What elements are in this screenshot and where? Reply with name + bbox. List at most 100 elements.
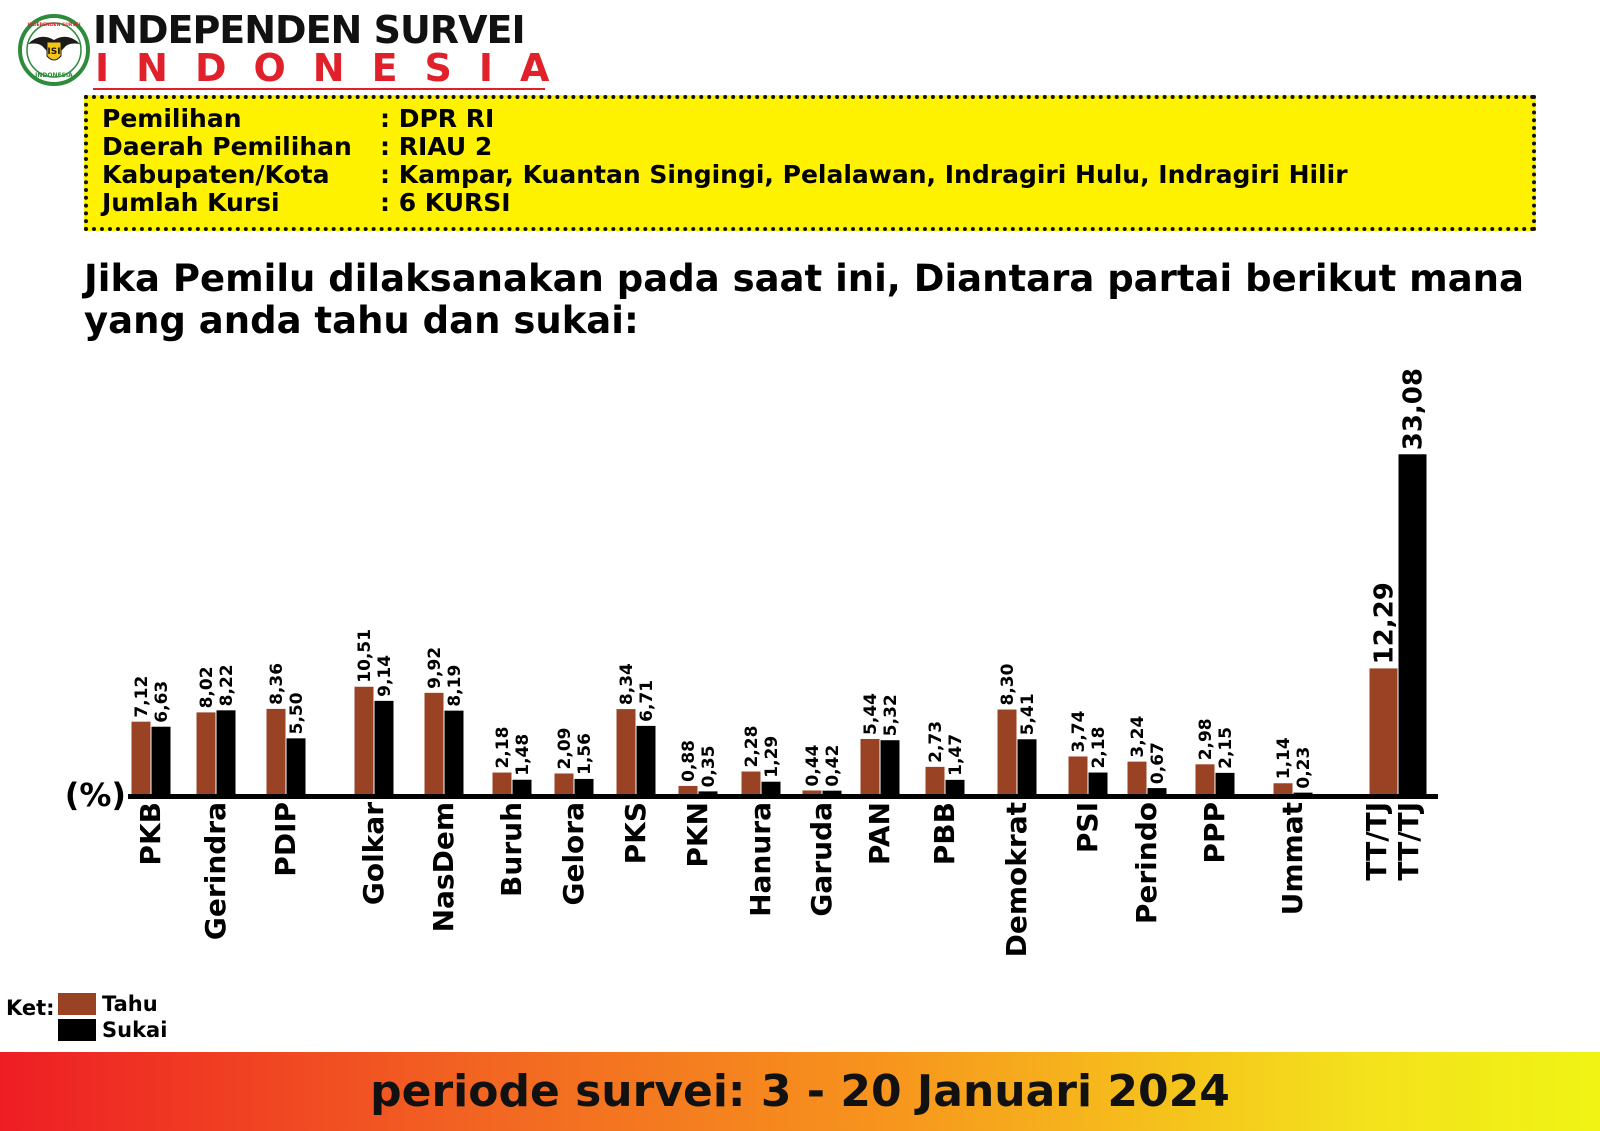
data-label: 8,30 [998,663,1018,705]
logo-center-text: ISI [47,47,60,57]
category-label: Gelora [557,802,590,906]
data-label: 6,71 [637,680,657,722]
survey-question: Jika Pemilu dilaksanakan pada saat ini, … [84,257,1524,342]
bar-tahu [1273,783,1293,795]
legend-swatch-sukai [58,1019,96,1041]
data-label: 3,24 [1128,716,1148,758]
bar-sukai [444,710,464,795]
bar-sukai [636,725,656,795]
bar-sukai [880,740,900,795]
data-label: 7,12 [132,676,152,718]
legend-item-tahu: Tahu [58,992,158,1016]
category-label: PKN [681,802,714,868]
brand-underline [93,88,545,90]
category-label: TT/TJ [1392,802,1425,881]
data-label: 8,36 [267,663,287,705]
logo-top-text: INDEPENDEN SURVEI [27,22,80,28]
data-label: 2,15 [1216,727,1236,769]
x-axis-line [128,794,1438,799]
bar-tahu [1195,764,1215,795]
category-label: PSI [1071,802,1104,853]
bar-tahu [266,708,286,795]
brand-name-line2: INDONESIA [95,46,577,90]
data-label: 2,18 [1089,727,1109,769]
data-label: 0,67 [1148,742,1168,784]
info-value: : 6 KURSI [380,188,511,217]
info-value: : DPR RI [380,104,495,133]
data-label: 5,44 [861,693,881,735]
data-label: 1,29 [762,736,782,778]
category-label: PKB [134,802,167,866]
info-row-kabupaten: Kabupaten/Kota : Kampar, Kuantan Singing… [102,161,1532,189]
bar-sukai [216,710,236,795]
bar-tahu [678,785,698,795]
footer-banner: periode survei: 3 - 20 Januari 2024 [0,1052,1600,1131]
bar-tahu [860,738,880,795]
data-label: 8,22 [217,664,237,706]
bar-sukai [1398,454,1427,795]
legend-label: Tahu [102,992,158,1016]
data-label: 2,09 [555,728,575,770]
data-label: 33,08 [1399,368,1429,450]
info-label: Kabupaten/Kota [102,160,330,189]
data-label: 1,56 [575,733,595,775]
legend-label: Sukai [102,1018,168,1042]
data-label: 1,48 [513,734,533,776]
legend-swatch-tahu [58,993,96,1015]
info-row-kursi: Jumlah Kursi : 6 KURSI [102,189,1532,217]
bar-sukai [698,791,718,795]
info-row-pemilihan: Pemilihan : DPR RI [102,105,1532,133]
data-label: 12,29 [1370,582,1400,664]
bar-tahu [997,709,1017,795]
bar-tahu [1127,761,1147,795]
data-label: 3,74 [1069,710,1089,752]
info-label: Jumlah Kursi [102,188,280,217]
category-label: Ummat [1276,802,1309,915]
data-label: 1,14 [1274,737,1294,779]
bar-tahu [131,721,151,795]
data-label: 2,18 [493,727,513,769]
info-label: Daerah Pemilihan [102,132,352,161]
election-info-box: Pemilihan : DPR RI Daerah Pemilihan : RI… [84,95,1536,231]
bar-sukai [761,781,781,795]
data-label: 10,51 [355,629,375,683]
bar-sukai [1215,772,1235,795]
bar-sukai [945,779,965,795]
category-label: NasDem [427,802,460,932]
bar-tahu [196,712,216,795]
category-label: Buruh [495,802,528,897]
bar-tahu [354,686,374,795]
bar-sukai [151,726,171,795]
category-label: Perindo [1130,802,1163,924]
survey-period: periode survei: 3 - 20 Januari 2024 [370,1066,1230,1117]
bar-sukai [512,779,532,795]
category-label: PAN [863,802,896,865]
category-label: Garuda [805,802,838,917]
category-label: Gerindra [199,802,232,940]
data-label: 0,23 [1294,747,1314,789]
category-label: PDIP [269,802,302,877]
bar-tahu [802,790,822,795]
legend-title: Ket: [6,996,55,1020]
info-value: : RIAU 2 [380,132,493,161]
data-label: 8,19 [445,665,465,707]
y-axis-label: (%) [65,776,126,814]
data-label: 9,14 [375,655,395,697]
bar-sukai [574,778,594,795]
bar-sukai [1147,788,1167,795]
bar-sukai [1017,739,1037,795]
info-row-daerah: Daerah Pemilihan : RIAU 2 [102,133,1532,161]
data-label: 2,28 [742,726,762,768]
category-label: PBB [928,802,961,865]
info-value: : Kampar, Kuantan Singingi, Pelalawan, I… [380,160,1348,189]
bar-tahu [1369,668,1398,795]
data-label: 6,63 [152,681,172,723]
data-label: 0,35 [699,745,719,787]
data-label: 0,88 [679,740,699,782]
brand-name-line1: INDEPENDEN SURVEI [93,8,526,52]
logo-bottom-text: INDONESIA [35,72,73,79]
data-label: 0,44 [803,744,823,786]
legend-item-sukai: Sukai [58,1018,167,1042]
data-label: 0,42 [823,745,843,787]
category-label: PPP [1198,802,1231,864]
